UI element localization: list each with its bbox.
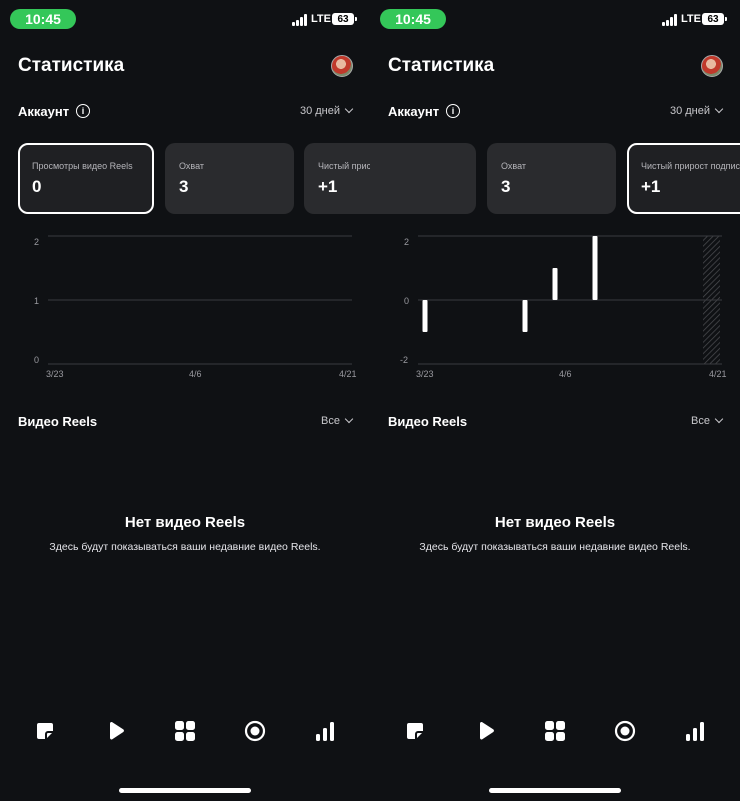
period-label: 30 дней: [299, 105, 340, 117]
status-bar: 10:45 LTE 63: [370, 8, 740, 32]
signal-icon: [662, 14, 678, 26]
stats-icon[interactable]: [683, 718, 707, 744]
y-tick-label: -2: [400, 355, 408, 365]
empty-state-subtitle: Здесь будут показываться ваши недавние в…: [419, 541, 691, 553]
page-title: Статистика: [388, 55, 495, 76]
avatar[interactable]: [331, 55, 353, 77]
info-icon[interactable]: i: [446, 104, 460, 118]
home-indicator: [489, 788, 621, 793]
metric-card-reels-views[interactable]: Просмотры видео Reels 0: [18, 143, 154, 214]
metric-value: 0: [32, 177, 42, 196]
reels-play-icon[interactable]: [474, 718, 498, 744]
live-icon[interactable]: [613, 718, 637, 744]
metric-label: Охват: [501, 161, 527, 171]
x-tick-label: 4/21: [339, 369, 357, 379]
empty-state-title: Нет видео Reels: [494, 514, 616, 531]
x-tick-label: 4/6: [189, 369, 202, 379]
metric-card-net[interactable]: Чистый присмотры видео Reels +1: [304, 143, 370, 214]
posts-icon[interactable]: [33, 718, 57, 744]
metric-card-reach[interactable]: Охват 3: [165, 143, 294, 214]
status-time: 10:45: [10, 9, 76, 29]
y-tick-label: 1: [34, 296, 39, 306]
filter-label: Все: [691, 415, 710, 427]
network-type: LTE: [681, 13, 701, 25]
page-title: Статистика: [18, 55, 125, 76]
metric-value: +1: [318, 177, 338, 196]
y-tick-label: 2: [34, 237, 39, 247]
chevron-down-icon: [714, 104, 724, 114]
empty-state-subtitle: Здесь будут показываться ваши недавние в…: [49, 541, 321, 553]
screen-left: 10:45 LTE 63 Статистика Аккаунт i 30 дне…: [0, 8, 370, 793]
chevron-down-icon: [344, 104, 354, 114]
live-icon[interactable]: [243, 718, 267, 744]
metric-label: Просмотры видео Reels: [32, 161, 133, 171]
x-tick-label: 4/21: [709, 369, 727, 379]
y-tick-label: 0: [404, 296, 409, 306]
status-bar: 10:45 LTE 63: [0, 8, 370, 32]
avatar[interactable]: [701, 55, 723, 77]
grid-icon[interactable]: [543, 718, 567, 744]
chevron-down-icon: [344, 414, 354, 424]
reels-section-title: Видео Reels: [18, 414, 98, 429]
metric-label: Охват: [179, 161, 205, 171]
grid-icon[interactable]: [173, 718, 197, 744]
chart-right: 2 0 -2 3/23 4/6 4/21: [400, 235, 727, 379]
metric-value: 3: [179, 177, 189, 196]
chart-bar[interactable]: [592, 236, 598, 300]
stats-icon[interactable]: [313, 718, 337, 744]
metric-card-reach[interactable]: Охват 3: [487, 143, 616, 214]
tab-bar: [0, 718, 370, 748]
reels-filter-dropdown[interactable]: Все: [691, 414, 724, 427]
status-time: 10:45: [380, 9, 446, 29]
empty-state-title: Нет видео Reels: [124, 514, 246, 531]
battery-icon: 63: [702, 13, 727, 25]
reels-filter-dropdown[interactable]: Все: [321, 414, 354, 427]
period-dropdown[interactable]: 30 дней: [299, 104, 354, 117]
posts-icon[interactable]: [403, 718, 427, 744]
info-icon[interactable]: i: [76, 104, 90, 118]
x-tick-label: 3/23: [46, 369, 64, 379]
period-dropdown[interactable]: 30 дней: [669, 104, 724, 117]
account-label: Аккаунт: [388, 104, 440, 119]
metric-card-partial[interactable]: [370, 143, 476, 214]
chart-left: 2 1 0 3/23 4/6 4/21: [34, 235, 357, 379]
screen-right: 10:45 LTE 63 Статистика Аккаунт i 30 дне…: [370, 0, 740, 801]
x-tick-label: 4/6: [559, 369, 572, 379]
metric-label: Чистый прирост подписчиков: [641, 161, 740, 171]
network-type: LTE: [311, 13, 331, 25]
x-tick-label: 3/23: [416, 369, 434, 379]
filter-label: Все: [321, 415, 340, 427]
metric-label: Чистый присмотры видео Reels: [318, 161, 370, 171]
chart-bar[interactable]: [552, 268, 558, 300]
y-tick-label: 2: [404, 237, 409, 247]
battery-icon: 63: [332, 13, 357, 25]
account-label: Аккаунт: [18, 104, 70, 119]
chart-bar[interactable]: [522, 300, 528, 332]
period-label: 30 дней: [669, 105, 710, 117]
metric-value: +1: [641, 177, 661, 196]
reels-play-icon[interactable]: [104, 718, 128, 744]
chevron-down-icon: [714, 414, 724, 424]
chart-bar[interactable]: [422, 300, 428, 332]
bar-series: [422, 236, 598, 332]
tab-bar: [370, 718, 740, 748]
metric-value: 3: [501, 177, 511, 196]
signal-icon: [292, 14, 308, 26]
metric-card-net-followers[interactable]: Чистый прирост подписчиков +1: [627, 143, 740, 214]
home-indicator: [119, 788, 251, 793]
y-tick-label: 0: [34, 355, 39, 365]
reels-section-title: Видео Reels: [388, 414, 468, 429]
